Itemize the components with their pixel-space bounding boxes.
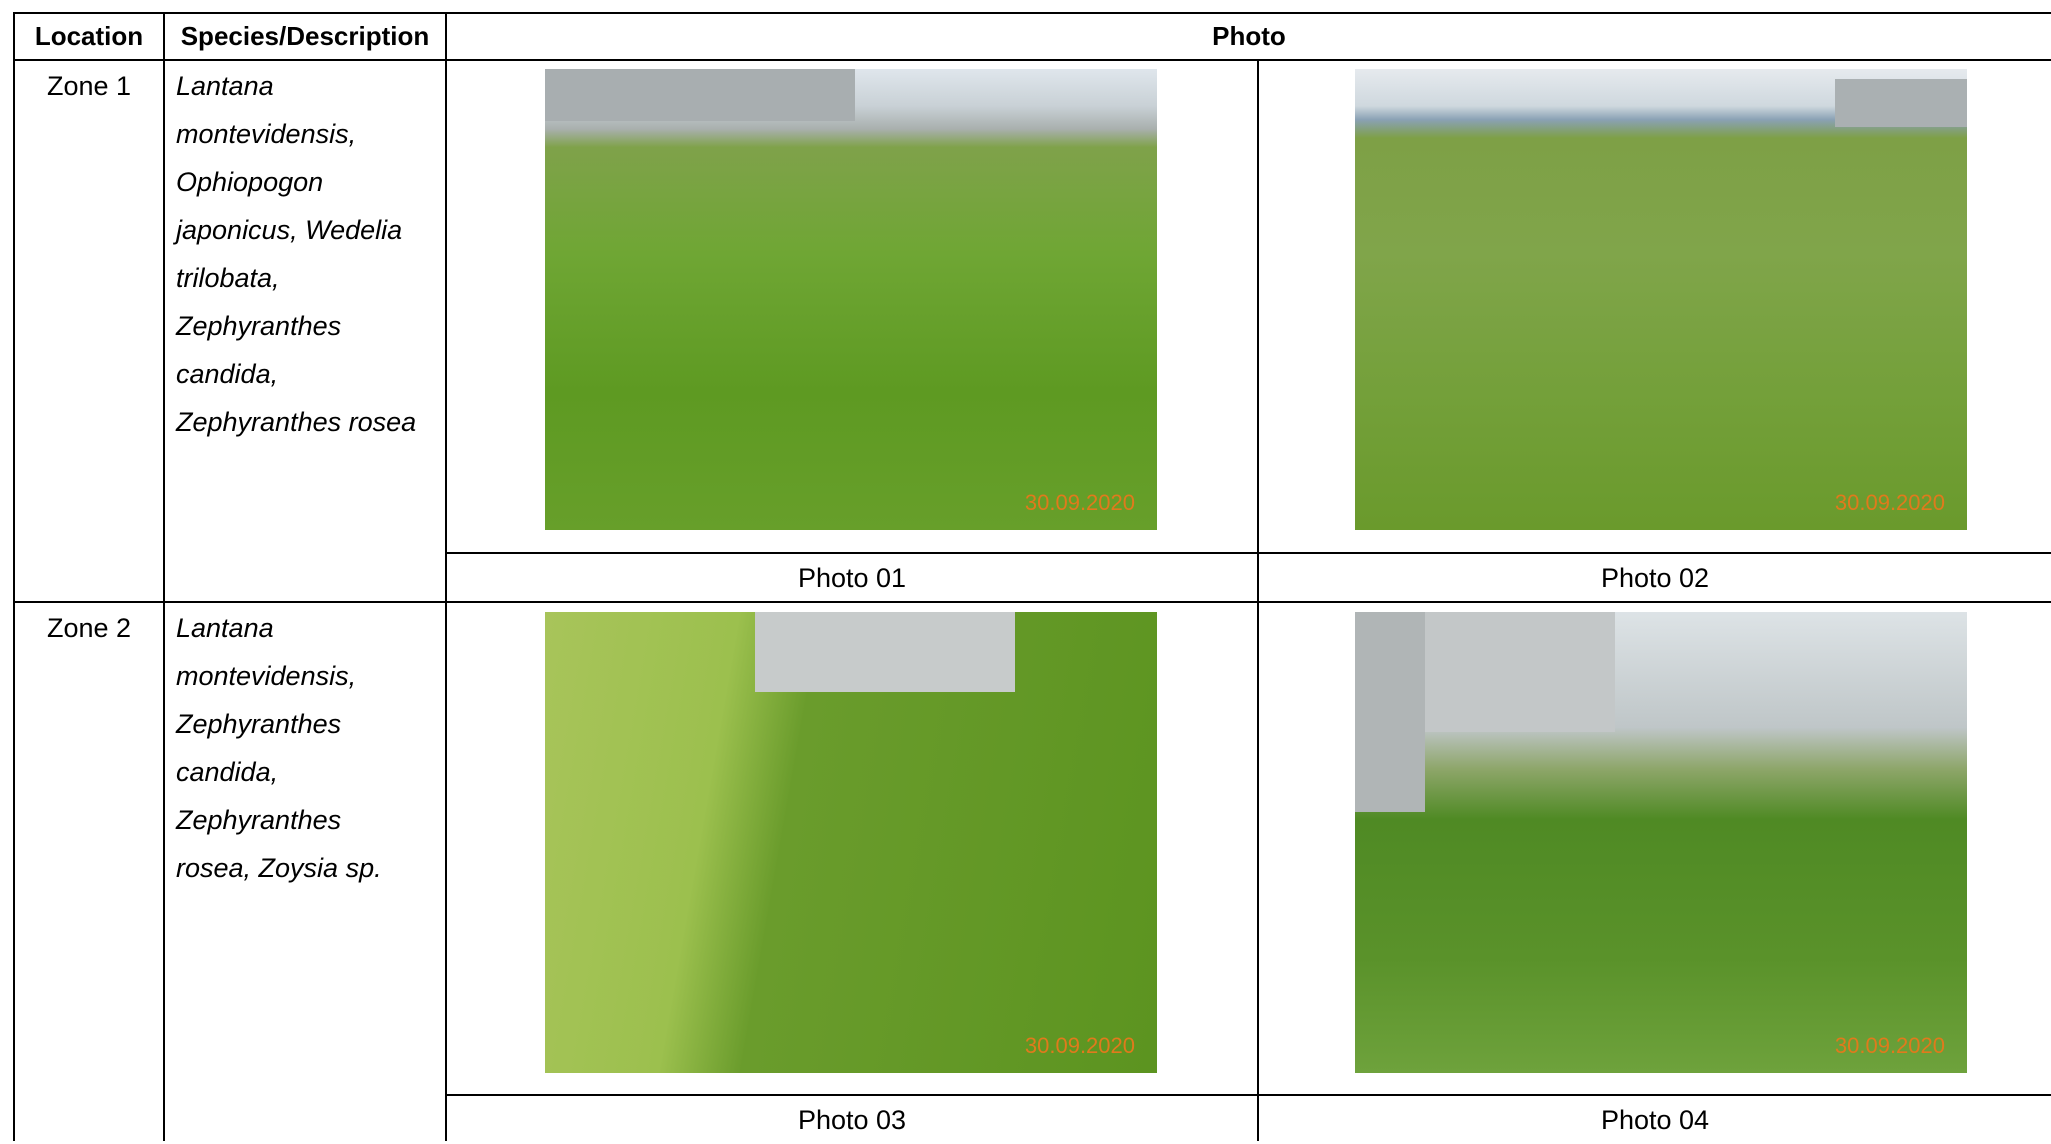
photo-date: 30.09.2020 [1024, 1033, 1135, 1058]
photo: 30.09.2020 [1355, 69, 1967, 530]
border [13, 12, 15, 1141]
species-line: trilobata, [176, 263, 280, 293]
location: Zone 1 [46, 71, 132, 101]
species-line: rosea, Zoysia sp. [176, 853, 382, 883]
border [13, 59, 2051, 61]
species-line: Zephyranthes [176, 805, 342, 835]
header: Photo [1212, 21, 1286, 51]
photo: 30.09.2020 [545, 612, 1157, 1073]
species-line: Lantana [176, 71, 274, 101]
bridge [545, 69, 855, 121]
species-line: montevidensis, [176, 661, 357, 691]
header: Species/Description [180, 21, 430, 51]
caption: Photo 02 [1600, 563, 1710, 593]
species-line: Zephyranthes rosea [176, 407, 417, 437]
caption: Photo 03 [797, 1105, 907, 1135]
border [13, 12, 2051, 14]
bridge [1835, 79, 1967, 127]
border [446, 552, 2051, 554]
photo-date: 30.09.2020 [1834, 490, 1945, 515]
header: Location [34, 21, 144, 51]
caption: Photo 04 [1600, 1105, 1710, 1135]
species-line: japonicus, Wedelia [176, 215, 403, 245]
species-line: Zephyranthes [176, 709, 342, 739]
species-line: Ophiopogon [176, 167, 324, 197]
caption: Photo 01 [797, 563, 907, 593]
photo: 30.09.2020 [545, 69, 1157, 530]
border [445, 12, 447, 1141]
species-line: Zephyranthes [176, 311, 342, 341]
border [1257, 60, 1259, 1141]
photo-date: 30.09.2020 [1834, 1033, 1945, 1058]
species-line: candida, [176, 359, 279, 389]
photo-date: 30.09.2020 [1024, 490, 1135, 515]
photo: 30.09.2020 [1355, 612, 1967, 1073]
pillar [1355, 612, 1425, 812]
border [446, 1094, 2051, 1096]
species-line: Lantana [176, 613, 274, 643]
species-line: montevidensis, [176, 119, 357, 149]
border [13, 601, 2051, 603]
border [163, 12, 165, 1141]
location: Zone 2 [46, 613, 132, 643]
bridge [755, 612, 1015, 692]
species-line: candida, [176, 757, 279, 787]
